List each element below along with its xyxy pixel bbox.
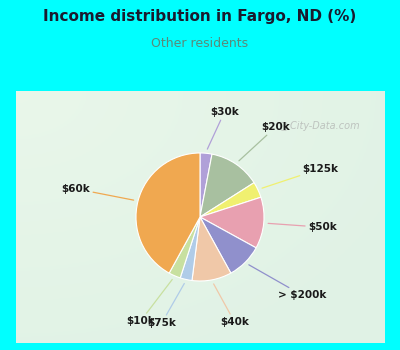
Text: $30k: $30k (207, 107, 239, 149)
Wedge shape (200, 154, 254, 217)
Text: Other residents: Other residents (152, 37, 248, 50)
Wedge shape (169, 217, 200, 278)
Text: $60k: $60k (62, 184, 134, 200)
Wedge shape (200, 197, 264, 248)
Text: $40k: $40k (214, 284, 249, 327)
Wedge shape (192, 217, 231, 281)
Text: $20k: $20k (239, 122, 290, 161)
Wedge shape (180, 217, 200, 280)
Text: $10k: $10k (126, 279, 172, 326)
Wedge shape (200, 183, 261, 217)
Text: Income distribution in Fargo, ND (%): Income distribution in Fargo, ND (%) (43, 9, 357, 24)
Text: ⓘ City-Data.com: ⓘ City-Data.com (281, 121, 360, 131)
Wedge shape (200, 217, 256, 273)
Text: > $200k: > $200k (249, 265, 327, 300)
Text: $75k: $75k (148, 284, 184, 328)
Text: $125k: $125k (262, 164, 338, 188)
Wedge shape (136, 153, 200, 273)
Wedge shape (200, 153, 212, 217)
Text: $50k: $50k (268, 222, 337, 232)
